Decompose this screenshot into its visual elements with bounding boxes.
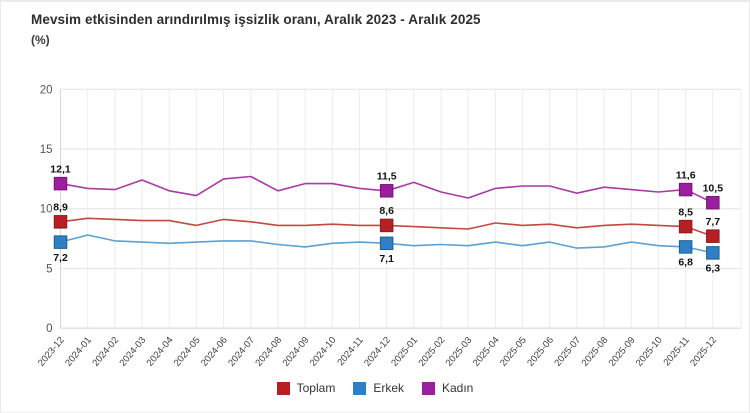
legend-label: Toplam — [296, 381, 336, 395]
x-tick-label: 2024-10 — [308, 335, 339, 369]
data-label-erkek-2025-11: 6,8 — [678, 257, 693, 269]
legend-item-kadın[interactable]: Kadın — [422, 381, 473, 395]
x-tick-label: 2024-07 — [226, 335, 257, 369]
data-point-toplam-2024-12[interactable] — [379, 218, 394, 233]
x-tick-label: 2025-12 — [688, 335, 719, 369]
x-tick-label: 2024-06 — [199, 335, 230, 369]
data-label-kadın-2023-12: 12,1 — [50, 163, 71, 175]
data-point-kadın-2023-12[interactable] — [53, 176, 68, 191]
x-tick-label: 2025-09 — [607, 335, 638, 369]
legend-swatch-erkek — [353, 381, 367, 395]
legend-swatch-kadın — [422, 381, 435, 395]
y-tick-label: 10 — [40, 204, 53, 216]
x-tick-label: 2025-06 — [525, 335, 556, 369]
x-tick-label: 2023-12 — [36, 335, 67, 369]
x-tick-label: 2025-07 — [552, 335, 583, 369]
data-label-toplam-2024-12: 8,6 — [379, 205, 394, 217]
chart-unit-label: (%) — [31, 33, 50, 47]
data-label-kadın-2024-12: 11,5 — [377, 171, 397, 183]
x-tick-label: 2025-04 — [471, 335, 502, 369]
data-point-erkek-2024-12[interactable] — [379, 236, 394, 251]
x-tick-label: 2025-01 — [389, 335, 420, 369]
data-point-toplam-2025-12[interactable] — [706, 229, 720, 243]
x-tick-label: 2025-11 — [662, 335, 692, 368]
x-tick-label: 2025-08 — [580, 335, 611, 369]
x-tick-label: 2024-03 — [117, 335, 148, 369]
x-tick-label: 2025-02 — [416, 335, 447, 369]
x-tick-label: 2025-10 — [634, 335, 665, 369]
data-point-kadın-2024-12[interactable] — [379, 184, 394, 198]
data-label-toplam-2025-11: 8,5 — [678, 206, 693, 218]
y-tick-label: 5 — [46, 263, 52, 275]
data-label-kadın-2025-11: 11,6 — [676, 169, 696, 181]
data-label-erkek-2025-12: 6,3 — [706, 263, 721, 275]
x-tick-label: 2025-03 — [444, 335, 475, 369]
chart-legend: Toplam Erkek Kadın — [1, 381, 749, 395]
legend-item-toplam[interactable]: Toplam — [276, 381, 336, 395]
x-tick-label: 2024-01 — [63, 335, 94, 369]
legend-label: Erkek — [373, 381, 404, 395]
x-tick-label: 2024-11 — [335, 335, 365, 368]
data-point-erkek-2023-12[interactable] — [53, 235, 68, 249]
data-point-kadın-2025-11[interactable] — [678, 182, 693, 197]
chart-title: Mevsim etkisinden arındırılmış işsizlik … — [31, 12, 481, 27]
data-label-toplam-2023-12: 8,9 — [53, 202, 68, 214]
data-label-erkek-2024-12: 7,1 — [379, 253, 394, 265]
legend-item-erkek[interactable]: Erkek — [353, 381, 404, 395]
data-point-erkek-2025-11[interactable] — [678, 240, 693, 254]
x-tick-label: 2024-08 — [253, 335, 284, 369]
x-tick-label: 2024-09 — [281, 335, 312, 369]
data-label-toplam-2025-12: 7,7 — [706, 216, 721, 228]
data-point-kadın-2025-12[interactable] — [706, 195, 720, 210]
y-tick-label: 0 — [46, 323, 52, 335]
x-tick-label: 2025-05 — [498, 335, 529, 369]
y-tick-label: 15 — [40, 144, 53, 156]
x-tick-label: 2024-02 — [90, 335, 121, 369]
legend-label: Kadın — [442, 381, 474, 395]
data-label-erkek-2023-12: 7,2 — [53, 252, 68, 264]
x-tick-label: 2024-05 — [172, 335, 203, 369]
x-tick-label: 2024-04 — [145, 335, 176, 369]
x-tick-label: 2024-12 — [362, 335, 393, 369]
y-tick-label: 20 — [40, 84, 53, 96]
data-point-toplam-2025-11[interactable] — [678, 219, 693, 234]
data-label-kadın-2025-12: 10,5 — [703, 182, 724, 194]
data-point-erkek-2025-12[interactable] — [706, 246, 720, 260]
data-point-toplam-2023-12[interactable] — [53, 215, 68, 229]
legend-swatch-toplam — [276, 381, 290, 395]
